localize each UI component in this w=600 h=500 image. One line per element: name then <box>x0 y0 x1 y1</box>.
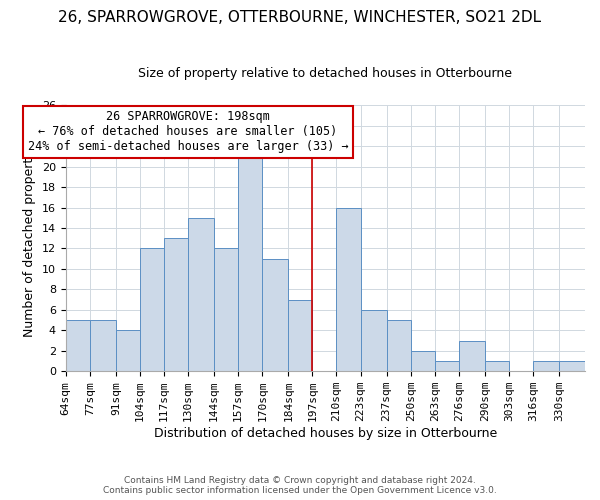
Bar <box>559 361 585 371</box>
Bar <box>288 300 313 371</box>
Bar <box>238 156 262 371</box>
Bar <box>386 320 410 371</box>
Bar <box>361 310 386 371</box>
Title: Size of property relative to detached houses in Otterbourne: Size of property relative to detached ho… <box>139 68 512 80</box>
Bar <box>337 208 361 371</box>
Bar <box>533 361 559 371</box>
X-axis label: Distribution of detached houses by size in Otterbourne: Distribution of detached houses by size … <box>154 427 497 440</box>
Text: 26 SPARROWGROVE: 198sqm
← 76% of detached houses are smaller (105)
24% of semi-d: 26 SPARROWGROVE: 198sqm ← 76% of detache… <box>28 110 349 154</box>
Bar <box>116 330 140 371</box>
Bar <box>214 248 238 371</box>
Bar <box>410 351 435 371</box>
Bar <box>459 340 485 371</box>
Bar <box>262 258 288 371</box>
Y-axis label: Number of detached properties: Number of detached properties <box>23 140 36 337</box>
Bar <box>485 361 509 371</box>
Bar <box>66 320 90 371</box>
Bar <box>435 361 459 371</box>
Bar <box>188 218 214 371</box>
Text: 26, SPARROWGROVE, OTTERBOURNE, WINCHESTER, SO21 2DL: 26, SPARROWGROVE, OTTERBOURNE, WINCHESTE… <box>58 10 542 25</box>
Text: Contains HM Land Registry data © Crown copyright and database right 2024.
Contai: Contains HM Land Registry data © Crown c… <box>103 476 497 495</box>
Bar <box>90 320 116 371</box>
Bar <box>164 238 188 371</box>
Bar <box>140 248 164 371</box>
